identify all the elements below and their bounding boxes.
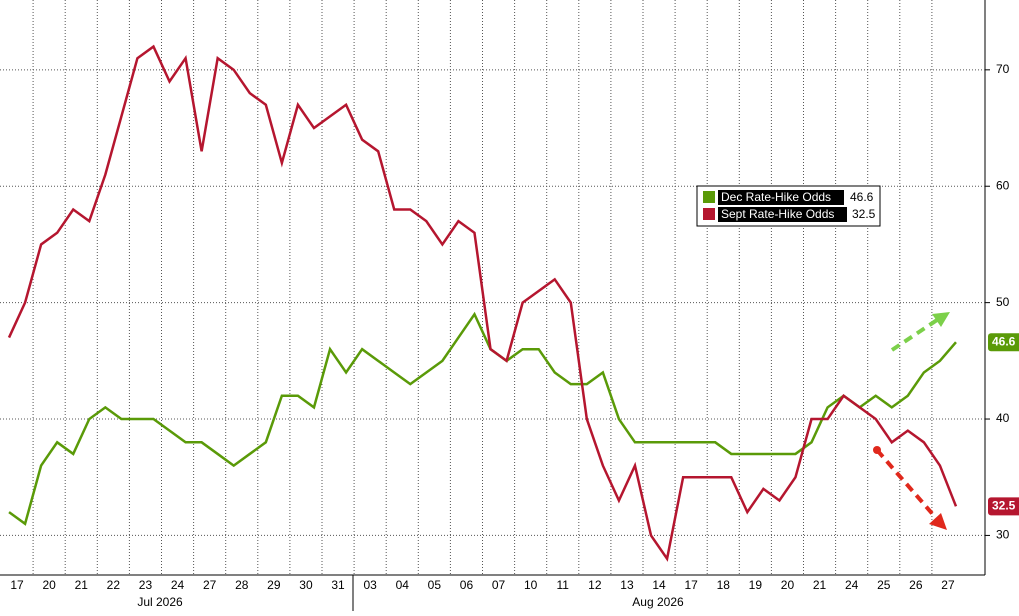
legend: Dec Rate-Hike Odds 46.6 Sept Rate-Hike O… — [696, 185, 881, 227]
labels: 30 40 50 60 70 17 20 21 22 23 24 27 28 29 30 31 03 04 05 06… — [10, 62, 1019, 609]
x-tick-label: 21 — [813, 578, 827, 592]
x-tick-label: 03 — [363, 578, 377, 592]
last-value-label: 46.6 — [992, 334, 1016, 348]
x-tick-label: 17 — [684, 578, 698, 592]
x-tick-label: 20 — [781, 578, 795, 592]
y-tick-label: 40 — [996, 411, 1010, 425]
x-tick-label: 25 — [877, 578, 891, 592]
x-tick-label: 14 — [652, 578, 666, 592]
x-tick-label: 12 — [588, 578, 602, 592]
x-tick-label: 10 — [524, 578, 538, 592]
x-tick-label: 29 — [267, 578, 281, 592]
x-tick-label: 20 — [42, 578, 56, 592]
x-tick-label: 19 — [749, 578, 763, 592]
x-tick-label: 05 — [428, 578, 442, 592]
last-value-tag — [988, 333, 1019, 352]
legend-label: Sept Rate-Hike Odds — [721, 207, 834, 221]
grid — [0, 0, 990, 575]
x-tick-label: 11 — [557, 578, 570, 592]
x-tick-label: 04 — [396, 578, 410, 592]
legend-label-bg — [718, 190, 844, 205]
legend-swatch — [703, 208, 715, 220]
x-tick-label: 18 — [717, 578, 731, 592]
y-tick-label: 60 — [996, 178, 1010, 192]
x-tick-label: 26 — [909, 578, 923, 592]
lines — [7, 44, 958, 562]
legend-label: Dec Rate-Hike Odds — [721, 190, 831, 204]
legend-swatch — [703, 191, 715, 203]
series-line — [8, 311, 957, 526]
legend-value: 32.5 — [852, 207, 876, 221]
last-value-label: 32.5 — [992, 498, 1016, 512]
x-tick-label: 23 — [139, 578, 153, 592]
y-tick-label: 50 — [996, 295, 1010, 309]
x-tick-label: 22 — [107, 578, 121, 592]
month-label: Jul 2026 — [137, 595, 183, 609]
legend-label-bg — [718, 207, 847, 222]
x-tick-label: 27 — [203, 578, 217, 592]
x-tick-label: 27 — [941, 578, 955, 592]
y-tick-label: 70 — [996, 62, 1010, 76]
x-tick-label: 07 — [492, 578, 506, 592]
x-tick-label: 17 — [10, 578, 24, 592]
x-tick-label: 31 — [331, 578, 345, 592]
x-tick-label: 13 — [620, 578, 634, 592]
x-tick-label: 06 — [460, 578, 474, 592]
y-tick-label: 30 — [996, 528, 1010, 542]
annotation-arrow — [875, 448, 938, 520]
legend-value: 46.6 — [850, 190, 874, 204]
x-tick-label: 28 — [235, 578, 249, 592]
last-value-tag — [988, 497, 1019, 516]
month-label: Aug 2026 — [632, 595, 684, 609]
annotation-arrow — [890, 316, 942, 352]
x-tick-label: 24 — [845, 578, 859, 592]
x-tick-label: 21 — [75, 578, 89, 592]
x-tick-label: 30 — [299, 578, 313, 592]
annotation-arrowhead — [932, 312, 950, 327]
series-line — [7, 44, 958, 562]
x-tick-label: 24 — [171, 578, 185, 592]
annotation-arrowhead — [929, 513, 947, 530]
